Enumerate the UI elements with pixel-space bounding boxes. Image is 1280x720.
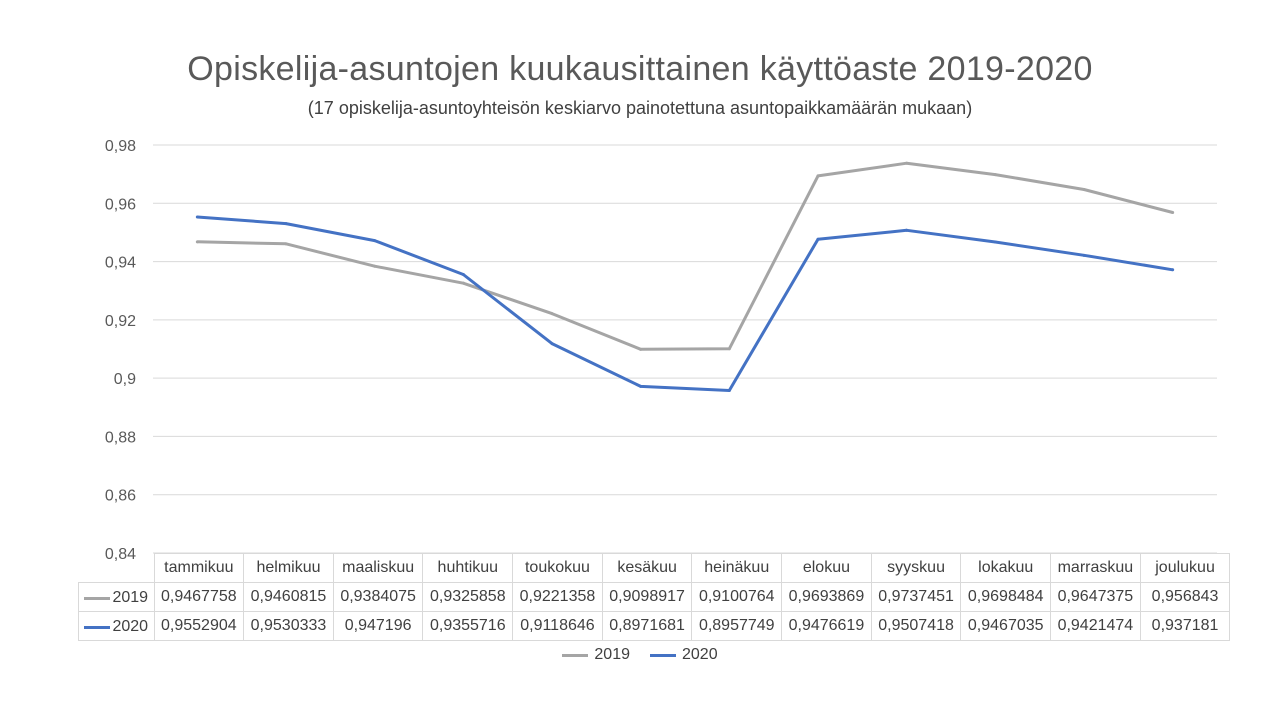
- data-point-2019-1: [284, 242, 288, 246]
- data-point-2019-8: [905, 161, 909, 165]
- x-category-label: marraskuu: [1050, 553, 1141, 583]
- legend-label: 2020: [682, 646, 718, 663]
- data-value-cell: 0,947196: [332, 611, 424, 641]
- x-category-label: maaliskuu: [332, 553, 424, 583]
- legend-label: 2019: [594, 646, 630, 663]
- x-category-label: kesäkuu: [601, 553, 693, 583]
- data-point-2020-7: [816, 237, 820, 241]
- series-label-cell: 2020: [78, 611, 155, 641]
- data-point-2020-5: [639, 384, 643, 388]
- data-value-cell: 0,9693869: [781, 582, 872, 612]
- data-point-2019-7: [816, 174, 820, 178]
- data-table-header-row: tammikuu helmikuu maaliskuu huhtikuu toukoku…: [78, 553, 1231, 583]
- chart-subtitle: (17 opiskelija-asuntoyhteisön keskiarvo …: [307, 98, 973, 118]
- data-value-cell: 0,9467035: [960, 611, 1052, 641]
- data-table-corner: [78, 553, 155, 583]
- data-value-cell: 0,9476619: [781, 611, 872, 641]
- data-value-cell: 0,9221358: [512, 582, 603, 612]
- data-point-2019-5: [639, 347, 643, 351]
- legend-line-key: [650, 653, 676, 657]
- data-value-cell: 0,9355716: [422, 611, 514, 641]
- data-table: tammikuu helmikuu maaliskuu huhtikuu toukoku…: [78, 553, 1231, 641]
- data-point-2019-10: [1082, 187, 1086, 191]
- data-value-cell: 0,9698484: [960, 582, 1052, 612]
- data-value-cell: 0,9507418: [870, 611, 962, 641]
- data-point-2019-0: [195, 240, 199, 244]
- data-value-cell: 0,9467758: [153, 582, 245, 612]
- x-category-label: helmikuu: [243, 553, 334, 583]
- data-value-cell: 0,9098917: [601, 582, 693, 612]
- data-value-cell: 0,8971681: [601, 611, 693, 641]
- series-line-2020: [197, 215, 1173, 392]
- x-category-label: syyskuu: [870, 553, 962, 583]
- data-point-2020-4: [550, 342, 554, 346]
- x-category-label: lokakuu: [960, 553, 1052, 583]
- data-value-cell: 0,956843: [1139, 582, 1231, 612]
- y-tick-label: 0,96: [105, 196, 136, 213]
- legend-item-2020: 2020: [650, 646, 718, 664]
- y-tick-label: 0,92: [105, 313, 136, 330]
- data-point-2020-10: [1082, 253, 1086, 257]
- data-value-cell: 0,9737451: [870, 582, 962, 612]
- data-value-cell: 0,9118646: [512, 611, 603, 641]
- series-label-cell: 2019: [78, 582, 155, 612]
- y-tick-label: 0,94: [105, 255, 136, 272]
- x-category-label: joulukuu: [1139, 553, 1231, 583]
- data-value-cell: 0,9384075: [332, 582, 424, 612]
- y-axis-ticks: 0,840,860,880,90,920,940,960,98: [105, 138, 136, 563]
- series-name: 2020: [112, 618, 149, 636]
- data-value-cell: 0,9530333: [243, 611, 334, 641]
- series-key-line: [84, 625, 111, 629]
- x-category-label: heinäkuu: [691, 553, 783, 583]
- data-point-2020-3: [461, 272, 465, 276]
- data-value-cell: 0,9460815: [243, 582, 334, 612]
- y-tick-label: 0,86: [105, 488, 136, 505]
- data-point-2019-11: [1171, 210, 1175, 214]
- x-category-label: toukokuu: [512, 553, 603, 583]
- chart-title: Opiskelija-asuntojen kuukausittainen käy…: [187, 50, 1093, 88]
- series-lines: [195, 161, 1175, 392]
- x-category-label: elokuu: [781, 553, 872, 583]
- data-point-2020-2: [373, 239, 377, 243]
- data-value-cell: 0,9100764: [691, 582, 783, 612]
- data-point-2020-0: [195, 215, 199, 219]
- data-table-row: 2020 0,9552904 0,9530333 0,947196 0,9355716 0…: [78, 611, 1231, 641]
- x-category-label: huhtikuu: [422, 553, 514, 583]
- legend-line-key: [562, 653, 589, 657]
- data-value-cell: 0,9325858: [422, 582, 514, 612]
- data-value-cell: 0,937181: [1139, 611, 1231, 641]
- series-line-2019: [197, 161, 1174, 351]
- x-category-label: tammikuu: [153, 553, 245, 583]
- y-tick-label: 0,98: [105, 138, 136, 155]
- data-point-2020-6: [727, 388, 731, 392]
- data-value-cell: 0,9552904: [153, 611, 245, 641]
- series-key-line: [84, 596, 111, 600]
- y-tick-label: 0,88: [105, 429, 136, 446]
- data-point-2019-3: [461, 281, 465, 285]
- legend-item-2019: 2019: [562, 646, 630, 664]
- data-point-2020-8: [905, 228, 909, 232]
- data-point-2020-1: [284, 222, 288, 226]
- data-point-2019-9: [993, 173, 997, 177]
- data-value-cell: 0,9421474: [1050, 611, 1141, 641]
- series-name: 2019: [112, 589, 149, 607]
- data-point-2020-9: [993, 240, 997, 244]
- data-value-cell: 0,8957749: [691, 611, 783, 641]
- legend: 2019 2020: [0, 646, 1280, 664]
- data-point-2019-4: [550, 312, 554, 316]
- data-point-2020-11: [1171, 268, 1175, 272]
- data-table-row: 2019 0,9467758 0,9460815 0,9384075 0,9325858…: [78, 582, 1231, 612]
- y-tick-label: 0,9: [114, 371, 136, 388]
- data-point-2019-6: [727, 347, 731, 351]
- data-point-2019-2: [373, 264, 377, 268]
- data-value-cell: 0,9647375: [1050, 582, 1141, 612]
